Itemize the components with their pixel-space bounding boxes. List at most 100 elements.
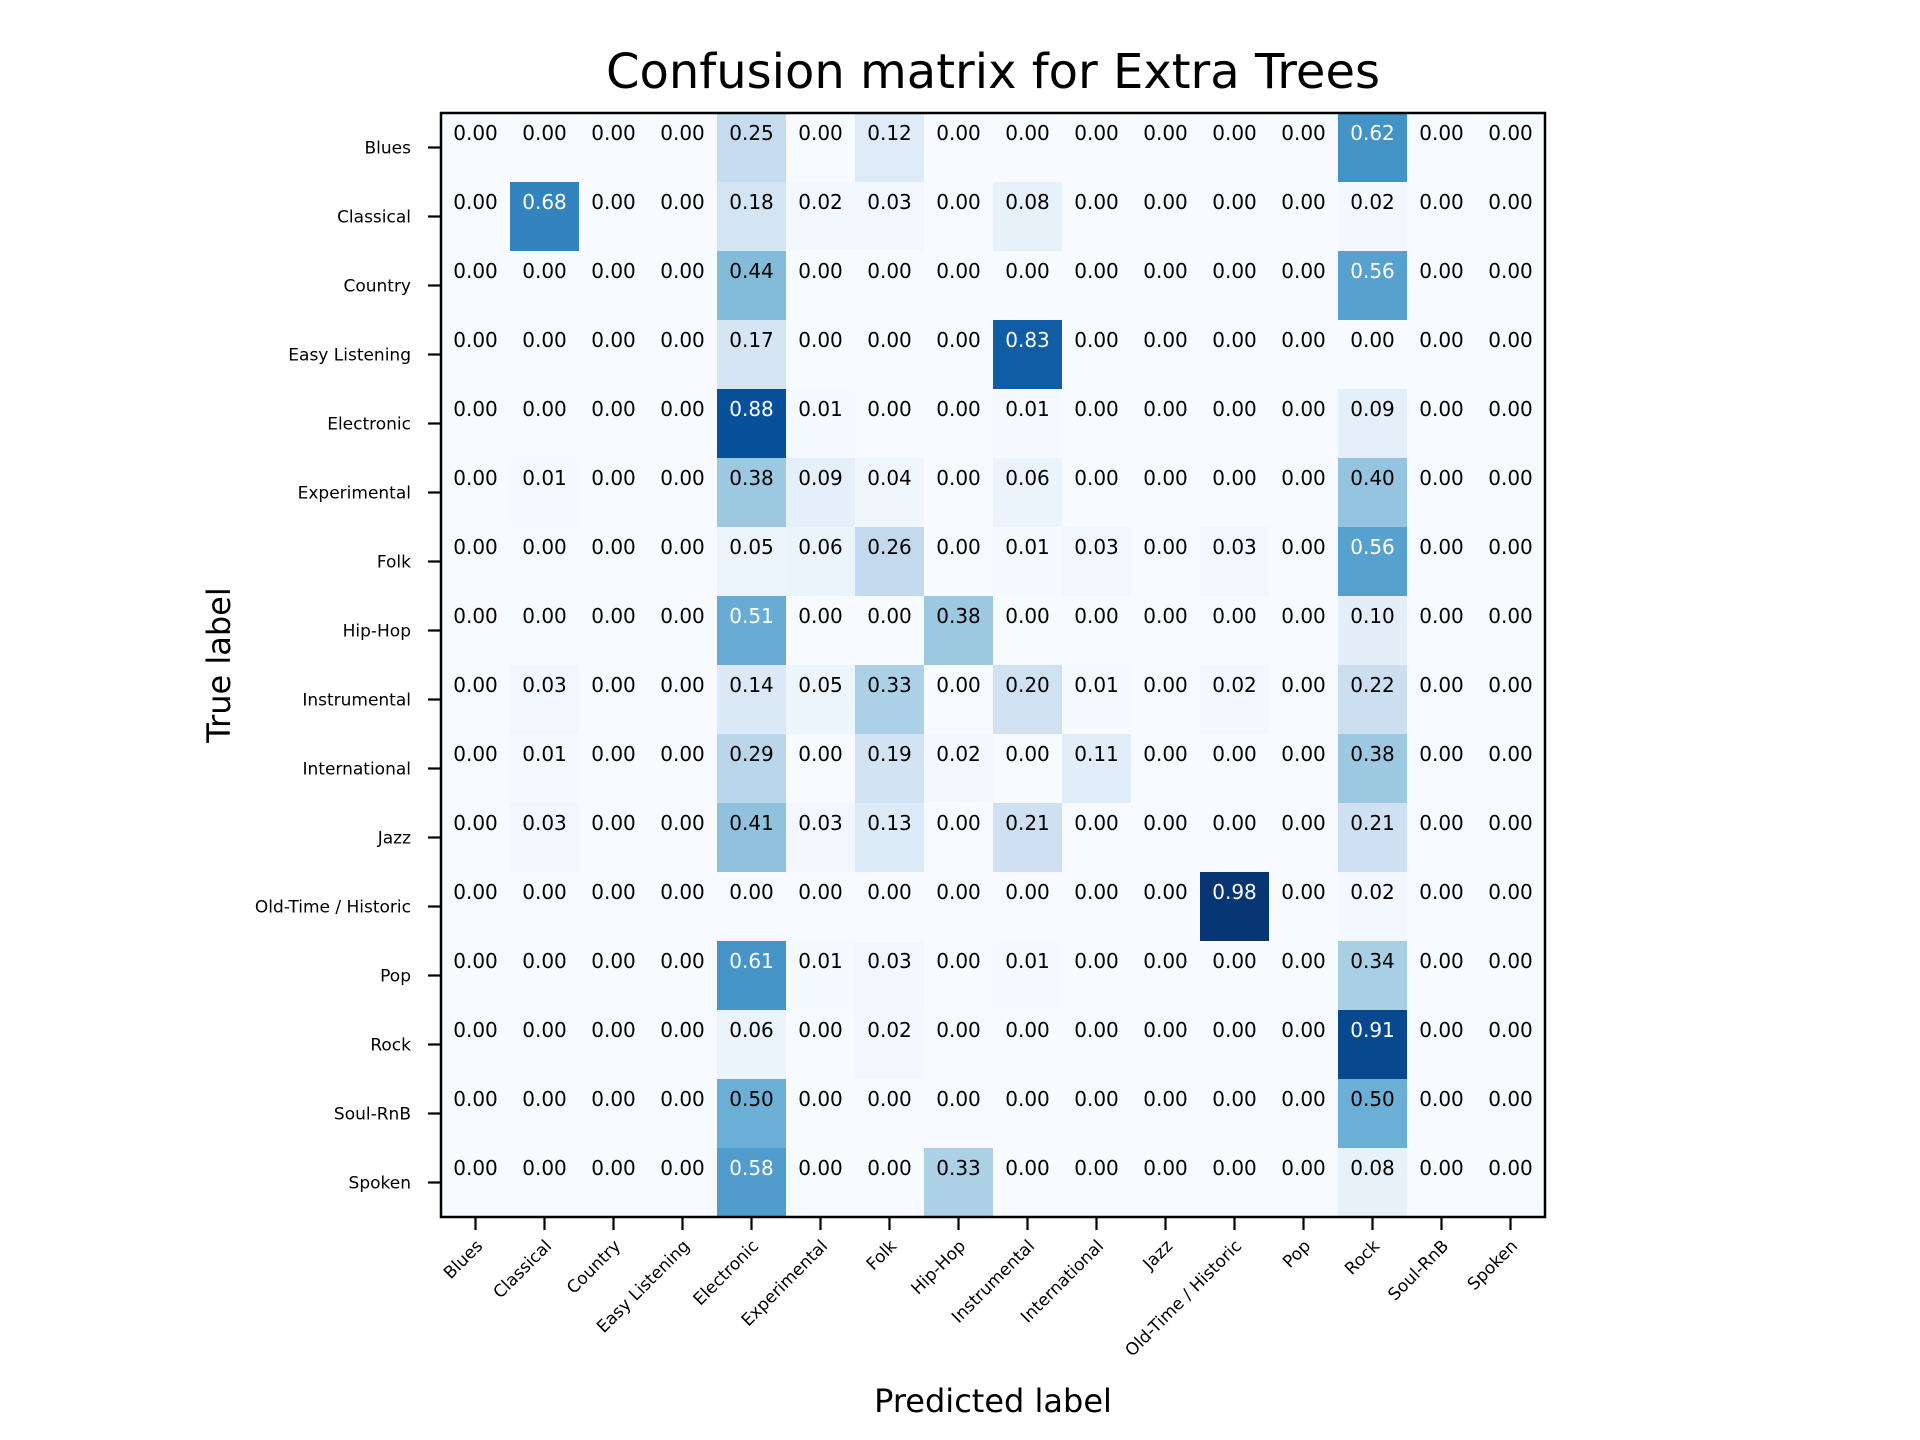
heatmap-cell xyxy=(648,1010,718,1080)
heatmap-cell xyxy=(1200,941,1270,1011)
cell-value-label: 0.50 xyxy=(729,1087,774,1111)
heatmap-cell xyxy=(855,251,925,321)
heatmap-cell xyxy=(786,113,856,183)
cell-value-label: 0.00 xyxy=(1419,949,1464,973)
heatmap-cell xyxy=(441,113,511,183)
cell-value-label: 0.00 xyxy=(591,880,636,904)
cell-value-label: 0.08 xyxy=(1005,190,1050,214)
cell-value-label: 0.00 xyxy=(936,1087,981,1111)
cell-value-label: 0.00 xyxy=(660,259,705,283)
cell-value-label: 0.00 xyxy=(522,259,567,283)
heatmap-cell xyxy=(786,872,856,942)
cell-value-label: 0.00 xyxy=(591,1018,636,1042)
heatmap-cell xyxy=(1062,389,1132,459)
heatmap-cell xyxy=(441,803,511,873)
heatmap-cell xyxy=(855,1079,925,1149)
heatmap-cell xyxy=(510,113,580,183)
heatmap-cell xyxy=(1476,458,1546,528)
heatmap-cell xyxy=(510,803,580,873)
cell-value-label: 0.02 xyxy=(1350,190,1395,214)
heatmap-cell xyxy=(510,251,580,321)
cell-value-label: 0.00 xyxy=(660,1018,705,1042)
cell-value-label: 0.00 xyxy=(522,397,567,421)
heatmap-cell xyxy=(786,734,856,804)
cell-value-label: 0.44 xyxy=(729,259,774,283)
cell-value-label: 0.00 xyxy=(1488,259,1533,283)
heatmap-cell xyxy=(924,320,994,390)
cell-value-label: 0.00 xyxy=(1281,742,1326,766)
y-tick-label: Experimental xyxy=(298,484,411,504)
cell-value-label: 0.00 xyxy=(867,880,912,904)
cell-value-label: 0.00 xyxy=(1419,1087,1464,1111)
heatmap-cell xyxy=(441,527,511,597)
cell-value-label: 0.00 xyxy=(660,190,705,214)
cell-value-label: 0.00 xyxy=(1074,466,1119,490)
heatmap-cell xyxy=(993,458,1063,528)
heatmap-cell xyxy=(717,1148,787,1218)
cell-value-label: 0.03 xyxy=(522,811,567,835)
heatmap-cell xyxy=(1407,251,1477,321)
cell-value-label: 0.09 xyxy=(1350,397,1395,421)
cell-value-label: 0.00 xyxy=(591,397,636,421)
heatmap-cell xyxy=(1062,1148,1132,1218)
cell-value-label: 0.00 xyxy=(522,1087,567,1111)
heatmap-cell xyxy=(855,1148,925,1218)
cell-value-label: 0.00 xyxy=(522,121,567,145)
cell-value-label: 0.33 xyxy=(867,673,912,697)
y-tick-label: Blues xyxy=(365,139,412,159)
cell-value-label: 0.22 xyxy=(1350,673,1395,697)
cell-value-label: 0.34 xyxy=(1350,949,1395,973)
heatmap-cell xyxy=(717,1010,787,1080)
cell-value-label: 0.00 xyxy=(660,466,705,490)
heatmap-cell xyxy=(855,734,925,804)
cell-value-label: 0.05 xyxy=(798,673,843,697)
cell-value-label: 0.00 xyxy=(453,535,498,559)
heatmap-cell xyxy=(648,941,718,1011)
heatmap-cell xyxy=(1407,182,1477,252)
cell-value-label: 0.02 xyxy=(867,1018,912,1042)
cell-value-label: 0.00 xyxy=(936,1018,981,1042)
heatmap-cell xyxy=(1131,1079,1201,1149)
heatmap-cell xyxy=(1062,803,1132,873)
heatmap-cell xyxy=(1062,113,1132,183)
cell-value-label: 0.00 xyxy=(1143,1018,1188,1042)
heatmap-cell xyxy=(1407,320,1477,390)
heatmap-cell xyxy=(786,596,856,666)
heatmap-cell xyxy=(1476,182,1546,252)
cell-value-label: 0.00 xyxy=(453,190,498,214)
heatmap-cell xyxy=(1476,1148,1546,1218)
cell-value-label: 0.68 xyxy=(522,190,567,214)
heatmap-cell xyxy=(993,596,1063,666)
cell-value-label: 0.00 xyxy=(660,949,705,973)
heatmap-cell xyxy=(1407,1148,1477,1218)
cell-value-label: 0.00 xyxy=(1143,604,1188,628)
cell-value-label: 0.00 xyxy=(936,259,981,283)
cell-value-label: 0.00 xyxy=(1419,190,1464,214)
heatmap-cell xyxy=(510,941,580,1011)
cell-value-label: 0.00 xyxy=(522,949,567,973)
heatmap-cell xyxy=(786,1010,856,1080)
heatmap-cell xyxy=(1338,251,1408,321)
cell-value-label: 0.00 xyxy=(591,259,636,283)
heatmap-cell xyxy=(855,389,925,459)
cell-value-label: 0.00 xyxy=(453,1156,498,1180)
heatmap-cell xyxy=(924,665,994,735)
heatmap-cell xyxy=(1407,734,1477,804)
cell-value-label: 0.00 xyxy=(936,535,981,559)
heatmap-cell xyxy=(1338,1148,1408,1218)
y-tick-label: Classical xyxy=(337,208,411,228)
cell-value-label: 0.00 xyxy=(591,190,636,214)
cell-value-label: 0.00 xyxy=(936,466,981,490)
cell-value-label: 0.00 xyxy=(1281,880,1326,904)
heatmap-cell xyxy=(1407,389,1477,459)
cell-value-label: 0.10 xyxy=(1350,604,1395,628)
cell-value-label: 0.19 xyxy=(867,742,912,766)
heatmap-cell xyxy=(924,1079,994,1149)
heatmap-cell xyxy=(717,389,787,459)
cell-value-label: 0.00 xyxy=(867,1156,912,1180)
heatmap-cell xyxy=(441,251,511,321)
heatmap-cell xyxy=(993,803,1063,873)
heatmap-cell xyxy=(717,113,787,183)
